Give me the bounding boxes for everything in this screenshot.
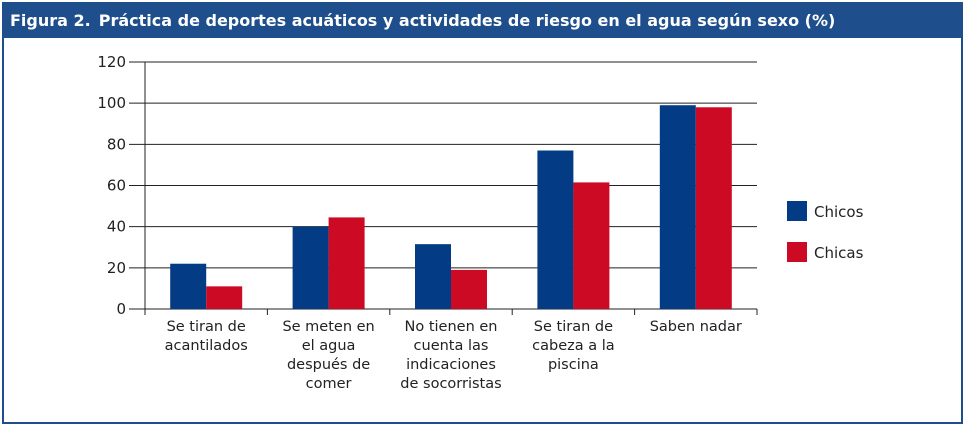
bar-chicos (537, 150, 574, 309)
bar-chicos (170, 263, 207, 309)
y-tick-label: 40 (107, 218, 126, 236)
x-category-label: Se tiran de (167, 319, 246, 335)
x-category-label: piscina (548, 357, 599, 373)
bar-chicas (206, 286, 243, 309)
figure-number: Figura 2. (10, 11, 91, 30)
legend-swatch (787, 242, 807, 262)
x-category-label: de socorristas (400, 376, 501, 392)
x-category-label: cuenta las (414, 338, 489, 354)
legend-label: Chicas (814, 244, 864, 262)
x-category-label: comer (306, 376, 352, 392)
y-tick-label: 60 (107, 177, 126, 195)
x-category-label: después de (287, 357, 370, 373)
figure-title-text: Práctica de deportes acuáticos y activid… (98, 11, 836, 30)
bar-chicos (292, 226, 329, 309)
y-tick-label: 100 (97, 94, 126, 112)
x-category-label: Se meten en (282, 319, 374, 335)
x-category-label: el agua (302, 338, 356, 354)
bar-chicas (695, 107, 732, 310)
x-category-label: Se tiran de (534, 319, 613, 335)
figure-title: Figura 2. Práctica de deportes acuáticos … (4, 4, 961, 38)
bar-chicos (659, 105, 696, 309)
legend-label: Chicos (814, 203, 864, 221)
y-tick-label: 80 (107, 135, 126, 153)
bar-chicas (328, 217, 365, 309)
x-category-label: acantilados (165, 338, 248, 354)
y-tick-label: 20 (107, 259, 126, 277)
bar-chicos (415, 244, 451, 309)
y-tick-label: 120 (97, 53, 126, 71)
legend-swatch (787, 201, 807, 221)
x-category-label: No tienen en (405, 319, 498, 335)
x-category-label: cabeza a la (532, 338, 615, 354)
x-category-label: Saben nadar (650, 319, 742, 335)
bar-chicas (451, 269, 487, 309)
y-tick-label: 0 (116, 300, 126, 318)
bar-chicas (573, 182, 610, 309)
x-category-label: indicaciones (406, 357, 496, 373)
figure-frame: Figura 2. Práctica de deportes acuáticos … (2, 2, 963, 424)
